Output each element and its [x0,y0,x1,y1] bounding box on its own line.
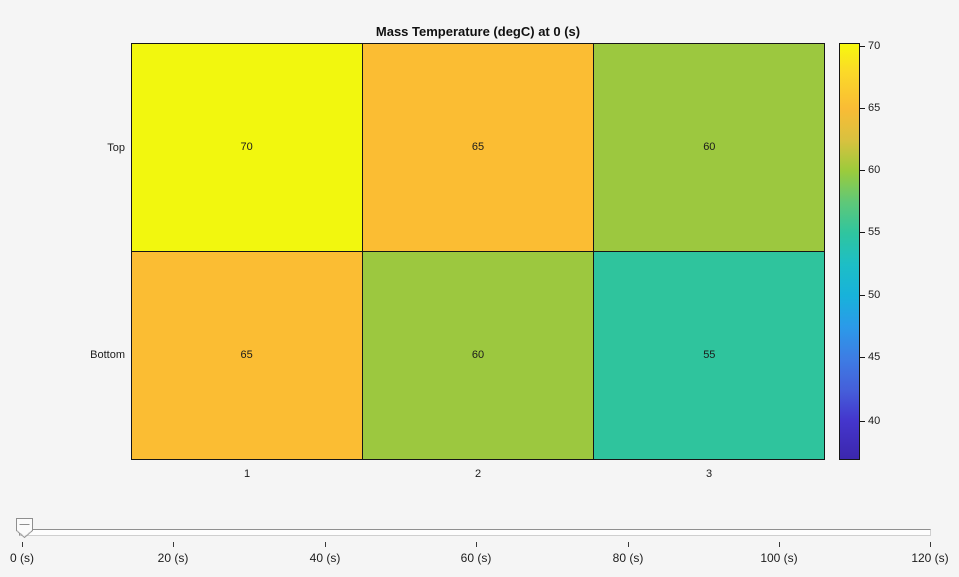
colorbar-gradient [839,43,860,460]
colorbar-tick [860,46,865,47]
heatmap-grid: 70 65 60 65 60 55 [130,42,826,460]
slider-tick-label-0s: 0 (s) [10,551,34,565]
time-slider-track[interactable] [19,529,931,536]
cell-value: 65 [471,141,485,153]
heatmap-cell-top-2: 65 [361,42,595,252]
slider-tick [779,542,780,547]
colorbar-tick [860,357,865,358]
colorbar-tick-label: 70 [868,40,881,52]
colorbar-tick [860,421,865,422]
slider-tick [22,542,23,547]
cell-value: 65 [240,349,253,361]
slider-tick-label-80s: 80 (s) [612,551,644,565]
colorbar-tick-label: 45 [868,351,881,363]
slider-tick-label-20s: 20 (s) [157,551,189,565]
colorbar-tick [860,170,865,171]
row-label-bottom: Bottom [90,349,125,361]
slider-tick-label-120s: 120 (s) [911,551,949,565]
col-label-1: 1 [243,468,251,480]
heatmap-cell-top-1: 70 [130,42,363,252]
slider-tick-label-60s: 60 (s) [460,551,492,565]
slider-tick-label-40s: 40 (s) [309,551,341,565]
colorbar-tick [860,295,865,296]
time-slider-thumb[interactable] [16,518,34,539]
heatmap-cell-bottom-1: 65 [130,250,363,460]
slider-tick-label-100s: 100 (s) [760,551,798,565]
colorbar-tick [860,108,865,109]
col-label-3: 3 [705,468,713,480]
chart-title: Mass Temperature (degC) at 0 (s) [375,24,581,39]
colorbar-tick-label: 65 [868,102,881,114]
slider-tick [930,542,931,547]
cell-value: 60 [703,141,716,153]
cell-value: 55 [703,349,716,361]
colorbar-tick-label: 60 [868,164,881,176]
slider-tick [173,542,174,547]
slider-thumb-icon [16,518,33,539]
heatmap-cell-bottom-3: 55 [593,250,826,460]
heatmap-cell-top-3: 60 [593,42,826,252]
slider-tick [476,542,477,547]
colorbar-tick [860,232,865,233]
col-label-2: 2 [474,468,482,480]
slider-tick [325,542,326,547]
colorbar-tick-label: 40 [868,415,881,427]
row-label-top: Top [107,142,125,154]
colorbar-tick-label: 55 [868,226,881,238]
slider-tick [628,542,629,547]
cell-value: 60 [471,349,485,361]
heatmap-cell-bottom-2: 60 [361,250,595,460]
cell-value: 70 [240,141,253,153]
colorbar-tick-label: 50 [868,289,881,301]
